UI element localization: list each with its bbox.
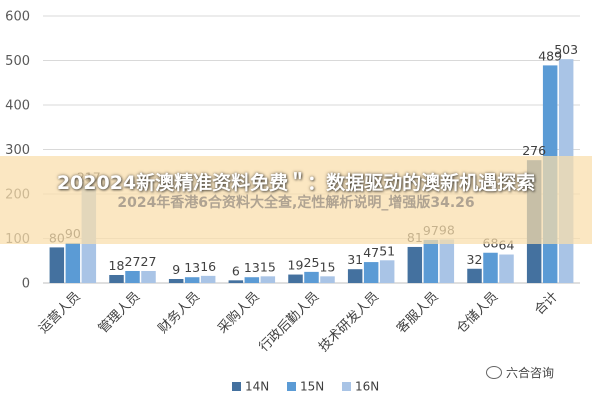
legend-swatch-16N (342, 382, 351, 391)
bar-14N-6 (407, 246, 423, 283)
data-label: 9 (172, 262, 180, 277)
category-label: 运营人员 (36, 289, 83, 336)
bar-16N-1 (141, 270, 156, 283)
legend-label-16N: 16N (355, 380, 379, 394)
category-label: 仓储人员 (454, 289, 501, 336)
legend-swatch-15N (287, 382, 296, 391)
category-label: 行政后勤人员 (257, 289, 323, 355)
bar-16N-7 (499, 254, 514, 283)
data-label: 18 (109, 258, 125, 273)
bar-16N-6 (439, 239, 455, 283)
bar-14N-3 (228, 280, 244, 283)
legend-swatch-14N (232, 382, 241, 391)
y-tick-label: 400 (5, 99, 30, 114)
wechat-icon (486, 366, 502, 379)
bar-15N-1 (125, 270, 140, 283)
bar-16N-3 (260, 276, 276, 283)
y-tick-label: 0 (22, 277, 30, 292)
data-label: 47 (363, 245, 379, 260)
data-label: 27 (141, 254, 157, 269)
data-label: 19 (288, 258, 304, 273)
category-label: 财务人员 (155, 289, 203, 337)
bar-15N-6 (423, 239, 439, 283)
legend-label-15N: 15N (300, 380, 324, 394)
category-label: 客服人员 (394, 289, 442, 337)
data-label: 31 (347, 252, 363, 267)
bar-14N-4 (288, 274, 303, 283)
bar-14N-5 (347, 269, 363, 283)
overlay-title: 202024新澳精准资料免费＂：数据驱动的澳新机遇探索 (56, 172, 536, 194)
bar-16N-2 (200, 275, 216, 283)
data-label: 16 (200, 259, 216, 274)
data-label: 13 (244, 260, 260, 275)
data-label: 27 (125, 254, 141, 269)
bar-14N-0 (49, 247, 65, 283)
y-axis-ticks: 0100200300400500600 (5, 10, 30, 292)
legend: 14N 15N 16N (232, 380, 379, 394)
bar-14N-2 (168, 278, 184, 283)
data-label: 503 (554, 42, 578, 57)
category-label: 管理人员 (96, 289, 143, 336)
watermark: 六合咨询 (486, 364, 554, 381)
category-label: 技术研发人员 (316, 289, 382, 355)
data-label: 15 (320, 259, 336, 274)
bar-15N-4 (304, 271, 319, 283)
bar-14N-7 (467, 268, 482, 283)
bar-15N-3 (244, 277, 260, 283)
legend-label-14N: 14N (245, 380, 269, 394)
y-tick-label: 500 (5, 54, 30, 69)
bar-16N-4 (320, 276, 335, 283)
data-label: 489 (538, 48, 562, 63)
data-label: 25 (304, 255, 320, 270)
data-label: 51 (379, 243, 395, 258)
data-label: 13 (184, 260, 200, 275)
data-label: 276 (522, 143, 546, 158)
bar-16N-5 (379, 260, 395, 283)
bar-15N-5 (363, 262, 379, 283)
category-label: 合计 (532, 289, 561, 318)
bar-15N-0 (65, 242, 81, 283)
overlay-subtitle: 2024年香港6合资料大全查,定性解析说明_增强版34.26 (117, 195, 475, 211)
y-tick-label: 600 (5, 10, 30, 25)
data-label: 32 (467, 252, 483, 267)
bar-15N-7 (483, 252, 498, 283)
overlay-banner (0, 156, 592, 244)
y-tick-label: 300 (5, 143, 30, 158)
watermark-text: 六合咨询 (506, 366, 555, 380)
bar-14N-1 (109, 274, 124, 283)
bar-15N-2 (184, 277, 200, 283)
category-label: 采购人员 (215, 289, 263, 337)
data-label: 15 (260, 259, 276, 274)
data-label: 6 (232, 263, 240, 278)
